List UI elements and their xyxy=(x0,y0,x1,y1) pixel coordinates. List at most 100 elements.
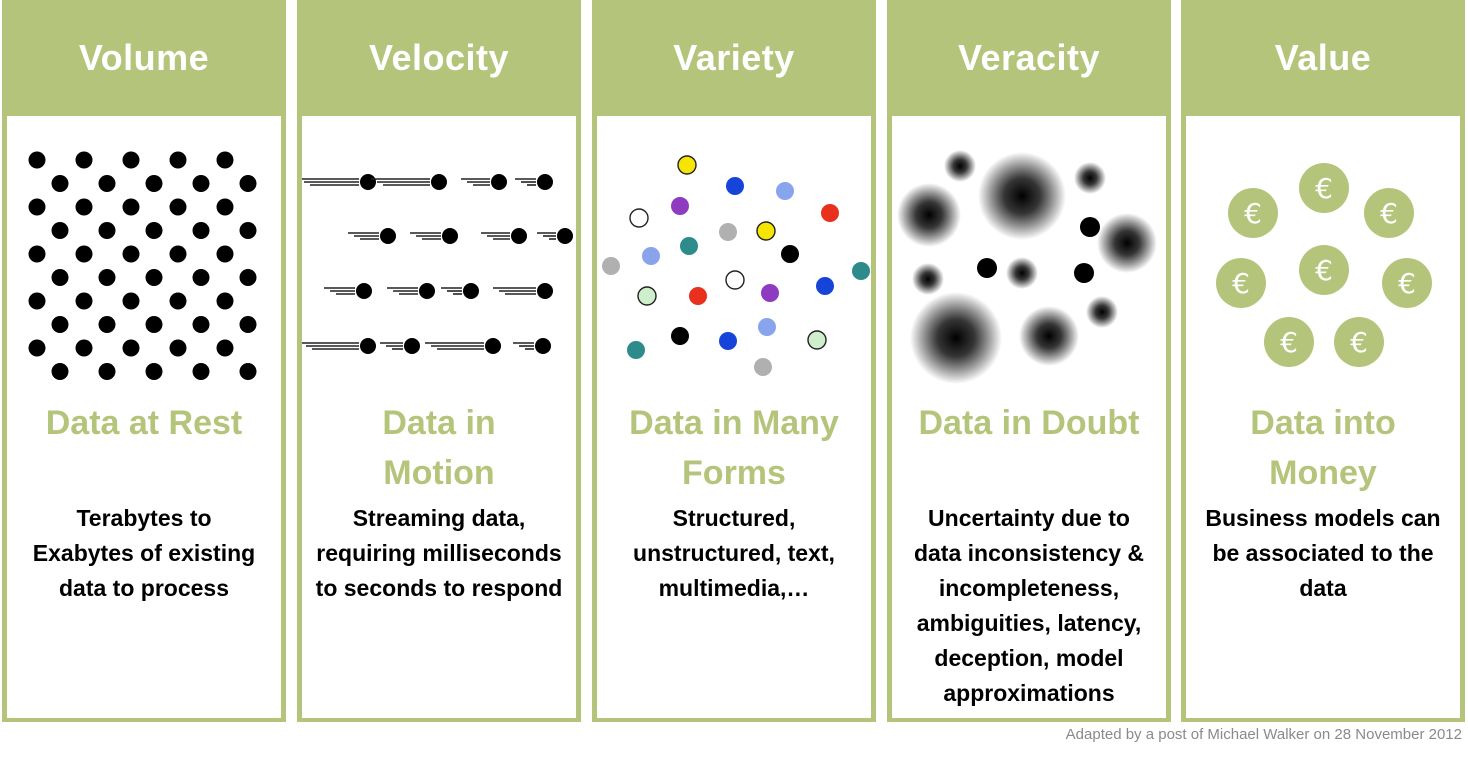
moving-dot xyxy=(535,338,551,354)
moving-dot xyxy=(485,338,501,354)
moving-dot xyxy=(419,283,435,299)
column-variety: Variety Data in Many Forms Structured, u… xyxy=(592,0,876,722)
data-dot xyxy=(122,198,140,216)
data-dot xyxy=(75,198,93,216)
colored-dot xyxy=(671,197,689,215)
colored-dot xyxy=(756,221,776,241)
data-dot xyxy=(98,316,116,333)
column-subtitle: Data in Doubt xyxy=(918,404,1140,442)
euro-coins-icon: € € € € € € € € xyxy=(1216,163,1432,367)
euro-coin-icon: € xyxy=(1264,317,1314,367)
column-title: Volume xyxy=(78,37,210,78)
column-description: Terabytes to Exabytes of existing data t… xyxy=(32,505,256,601)
data-dot xyxy=(192,363,210,380)
data-dot xyxy=(239,222,257,239)
data-dot xyxy=(28,292,46,310)
column-body: Data at Rest Terabytes to Exabytes of ex… xyxy=(7,116,281,718)
moving-dot xyxy=(360,174,376,190)
data-dot xyxy=(51,222,69,239)
data-dot xyxy=(192,175,210,192)
data-dot xyxy=(145,175,163,192)
data-dot xyxy=(98,222,116,239)
moving-dot xyxy=(431,174,447,190)
moving-dot xyxy=(491,174,507,190)
colored-dot xyxy=(637,286,657,306)
column-description: Business models can be associated to the… xyxy=(1205,505,1441,601)
colored-dot xyxy=(816,277,834,295)
data-dot xyxy=(75,339,93,357)
svg-text:€: € xyxy=(1315,172,1333,205)
blurred-dot xyxy=(1019,306,1079,366)
moving-dot xyxy=(463,283,479,299)
moving-dot xyxy=(360,338,376,354)
column-subtitle: Data into Money xyxy=(1250,404,1396,492)
data-dot xyxy=(192,269,210,286)
colored-dot xyxy=(807,330,827,350)
euro-coin-icon: € xyxy=(1364,188,1414,238)
euro-coin-icon: € xyxy=(1382,258,1432,308)
svg-text:€: € xyxy=(1350,326,1368,359)
data-dot xyxy=(169,339,187,357)
data-dot xyxy=(51,316,69,333)
column-body: Data in Many Forms Structured, unstructu… xyxy=(597,116,871,718)
colored-dots-icon xyxy=(602,155,870,376)
moving-dot xyxy=(537,283,553,299)
colored-dot xyxy=(821,204,839,222)
blurred-dots-icon xyxy=(897,150,1157,384)
data-dot xyxy=(145,269,163,286)
column-veracity: Veracity Data in Doubt Uncertainty due t… xyxy=(887,0,1171,722)
column-subtitle: Data in Motion xyxy=(382,404,496,492)
colored-dot xyxy=(719,332,737,350)
moving-dot xyxy=(511,228,527,244)
moving-dot xyxy=(404,338,420,354)
data-dot xyxy=(122,339,140,357)
blurred-dot xyxy=(1074,162,1106,194)
blurred-dot xyxy=(1097,213,1157,273)
data-dot xyxy=(239,269,257,286)
data-dot xyxy=(239,316,257,333)
data-dot xyxy=(239,363,257,380)
data-dot xyxy=(216,151,234,169)
data-dot xyxy=(145,222,163,239)
colored-dot xyxy=(642,247,660,265)
data-dot xyxy=(239,175,257,192)
colored-dot xyxy=(689,287,707,305)
blurred-dot xyxy=(910,292,1002,384)
colored-dot xyxy=(726,177,744,195)
data-dot xyxy=(122,245,140,263)
colored-dot xyxy=(719,223,737,241)
blurred-dot xyxy=(1006,257,1038,289)
colored-dot xyxy=(761,284,779,302)
data-dot xyxy=(51,269,69,286)
column-title: Velocity xyxy=(368,37,510,78)
colored-dot xyxy=(754,358,772,376)
column-volume: Volume Data at Rest Terabytes to Exabyte… xyxy=(2,0,286,722)
column-velocity: Velocity Data in Motion Streaming data, … xyxy=(297,0,581,722)
solid-dot xyxy=(977,258,997,278)
data-dot xyxy=(192,316,210,333)
data-dot xyxy=(216,339,234,357)
data-dot xyxy=(51,175,69,192)
data-dot xyxy=(28,245,46,263)
column-value: Value € € € € € € € € Data into Money Business … xyxy=(1181,0,1465,722)
data-dot xyxy=(28,151,46,169)
data-dot xyxy=(51,363,69,380)
svg-text:€: € xyxy=(1244,197,1262,230)
blurred-dot xyxy=(944,150,976,182)
data-dot xyxy=(98,175,116,192)
colored-dot xyxy=(671,327,689,345)
euro-coin-icon: € xyxy=(1334,317,1384,367)
data-dot xyxy=(98,269,116,286)
column-description: Streaming data, requiring milliseconds t… xyxy=(315,505,563,601)
column-title: Variety xyxy=(673,37,795,78)
data-dot xyxy=(216,245,234,263)
blurred-dot xyxy=(1086,296,1118,328)
column-subtitle: Data at Rest xyxy=(45,404,243,442)
column-description: Structured, unstructured, text, multimed… xyxy=(633,505,835,601)
data-dot xyxy=(169,292,187,310)
data-dot xyxy=(192,222,210,239)
column-description: Uncertainty due to data inconsistency & … xyxy=(913,505,1145,706)
moving-dot xyxy=(380,228,396,244)
colored-dot xyxy=(758,318,776,336)
blurred-dot xyxy=(897,183,961,247)
